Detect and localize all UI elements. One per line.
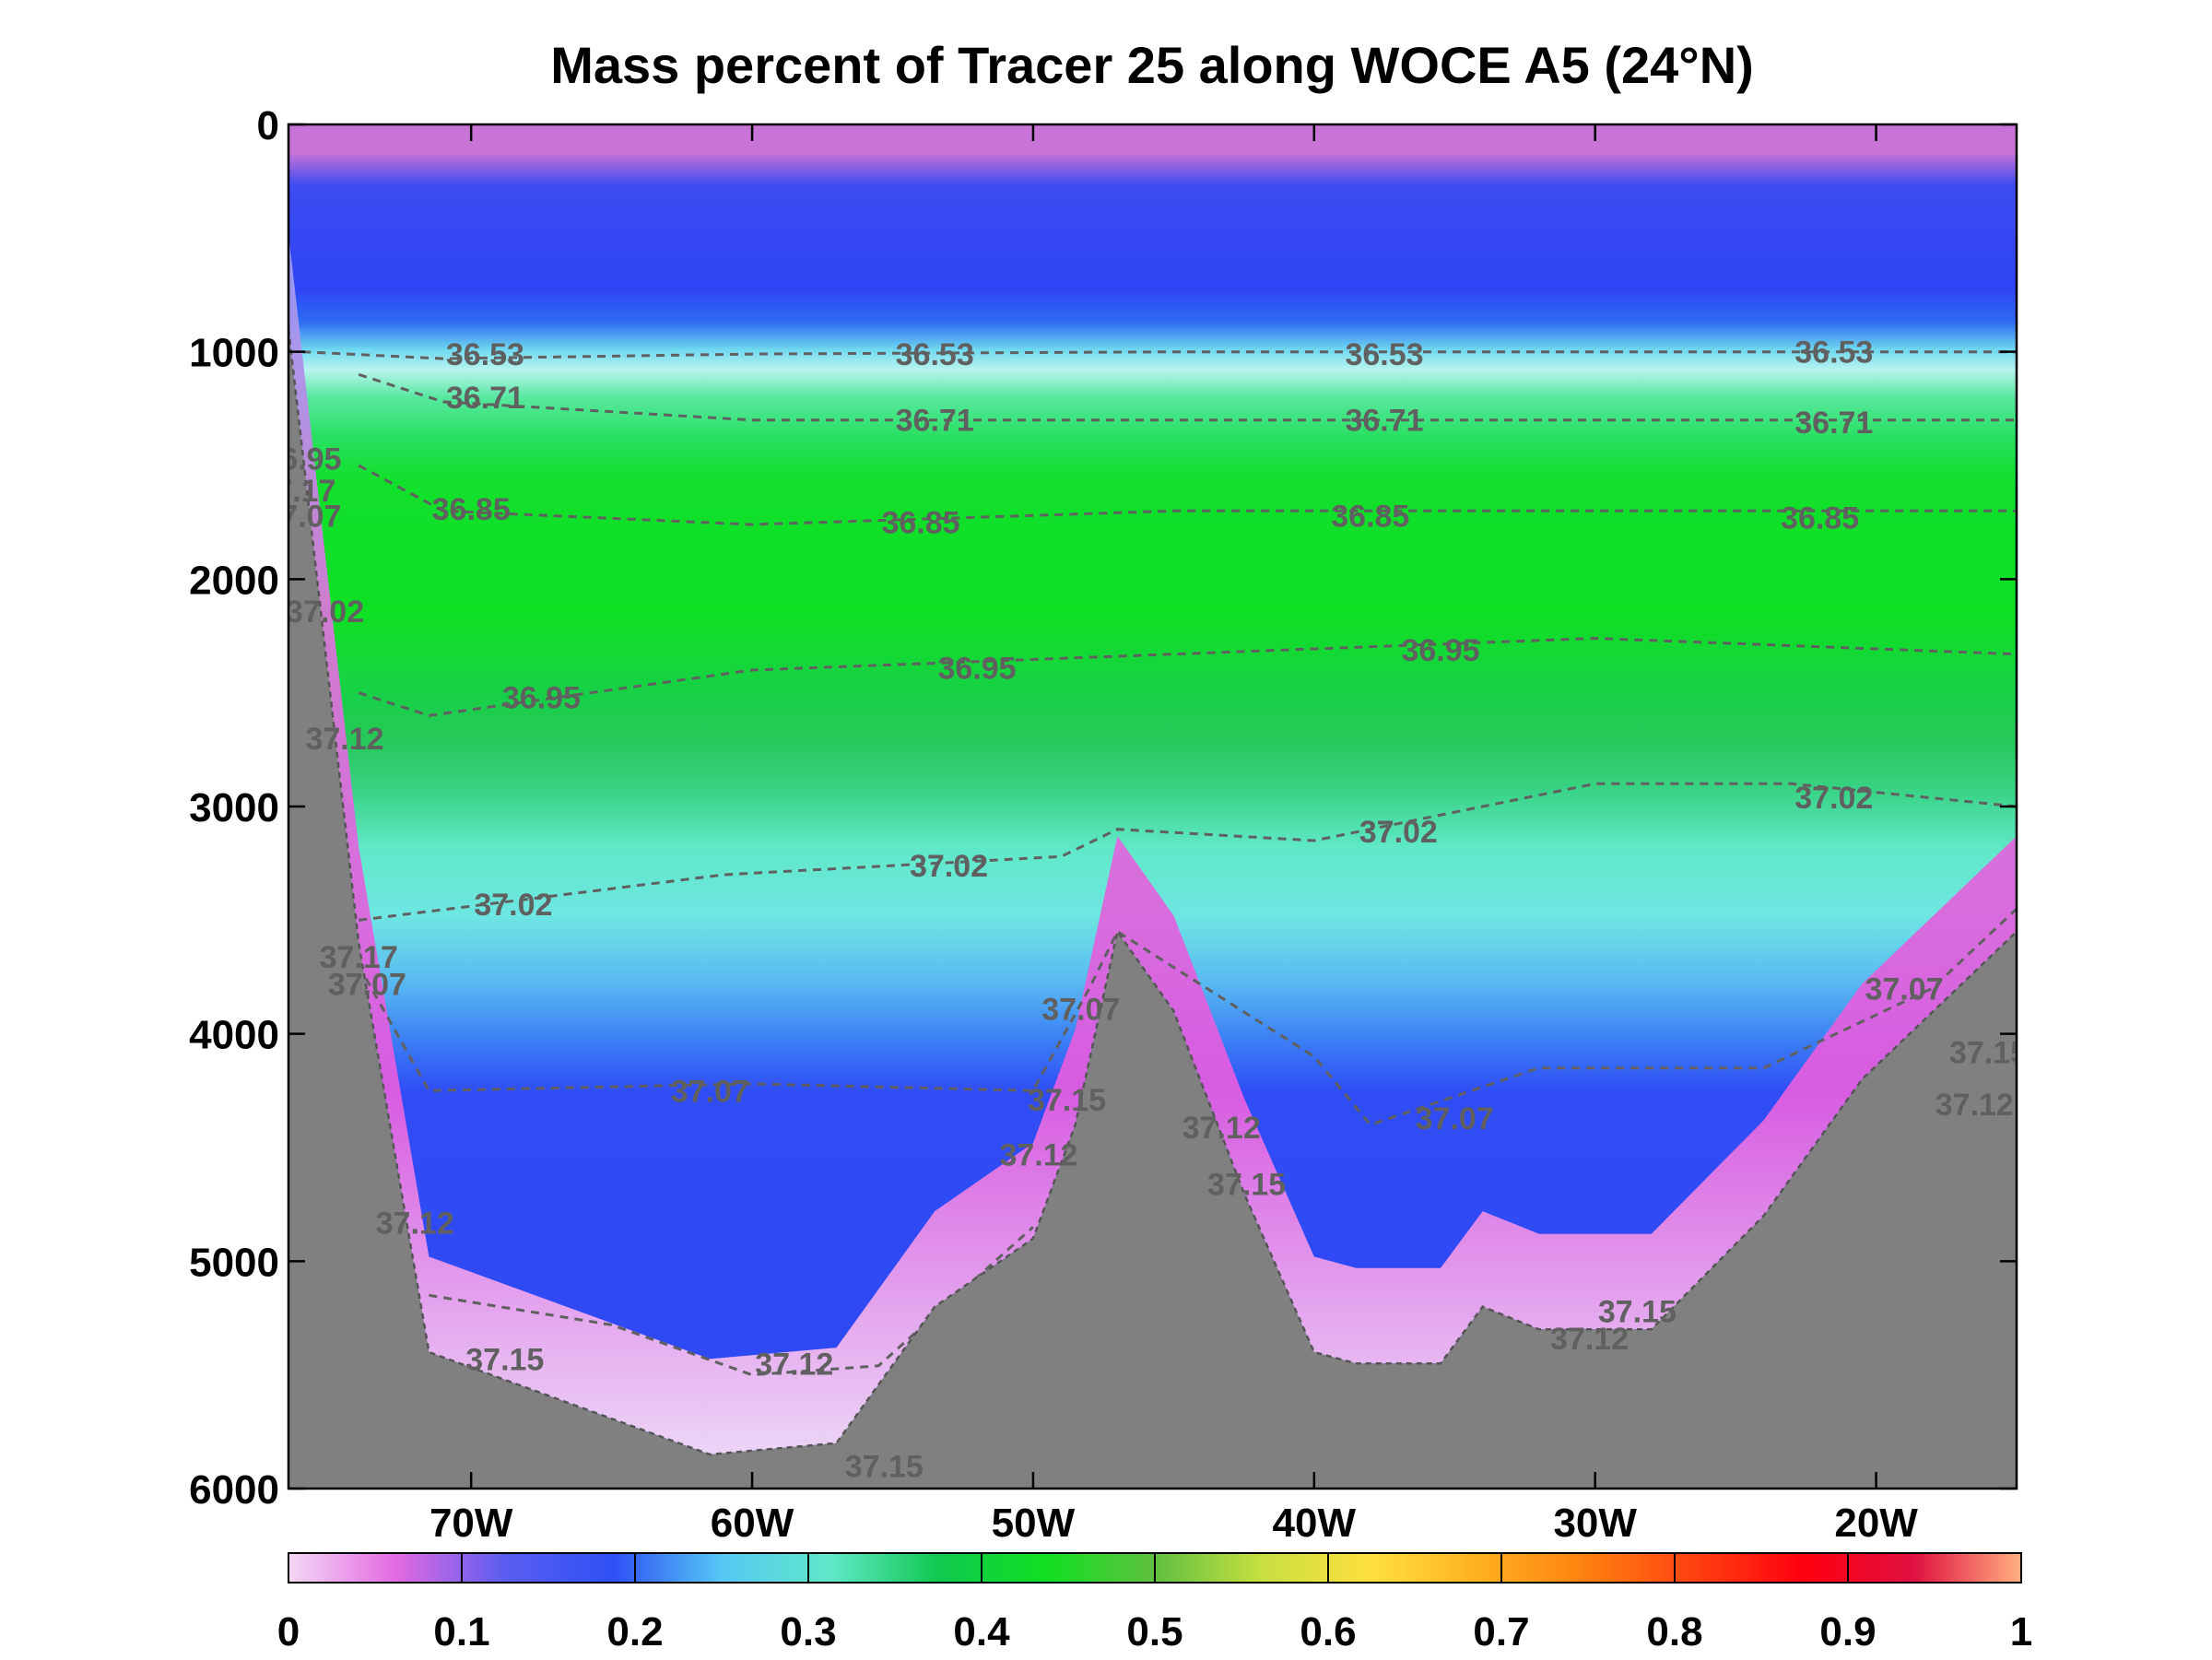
contour-label: 37.02 [910, 849, 988, 884]
colorbar-tick-label: 0.5 [1126, 1609, 1182, 1654]
plot-area: 36.53 36.53 36.53 36.53 36.71 36.71 36.71 36.71… [275, 124, 2028, 1489]
bottom-tracer-band [288, 233, 2017, 1454]
contour-label: 37.02 [1359, 815, 1438, 850]
x-tick-label: 50W [992, 1501, 1076, 1546]
contour-label: 37.17 [320, 940, 398, 975]
colorbar-tick-label: 1 [2010, 1609, 2032, 1654]
contour-label: 37.15 [1028, 1083, 1106, 1118]
contour-label: 36.53 [896, 337, 974, 372]
contour-label: 37.12 [999, 1137, 1077, 1172]
contour-line-36.71 [358, 372, 2017, 422]
contour-label: 36.53 [1794, 336, 1873, 371]
contour-label: 36.71 [1794, 406, 1873, 441]
x-axis: 70W 60W 50W 40W 30W 20W [429, 124, 1918, 1546]
contour-label: 37.02 [1794, 781, 1873, 816]
colorbar-ticks: 0 0.1 0.2 0.3 0.4 0.5 0.6 0.7 0.8 0.9 1 [277, 1553, 2032, 1654]
y-tick-label: 3000 [189, 785, 279, 830]
y-tick-label: 5000 [189, 1240, 279, 1285]
contour-line-36.85 [358, 464, 2017, 526]
bathymetry [288, 329, 2017, 1489]
y-tick-label: 2000 [189, 558, 279, 603]
contour-label: 37.12 [1936, 1088, 2014, 1123]
contour-label: 36.95 [937, 652, 1016, 687]
contour-line-36.53 [302, 350, 2017, 360]
contour-line-37.12 [429, 1226, 1034, 1377]
contour-labels: 36.53 36.53 36.53 36.53 36.71 36.71 36.71 36.71… [275, 336, 2028, 1485]
colorbar-tick-label: 0.4 [953, 1609, 1010, 1654]
contour-line-37.02 [359, 782, 2017, 922]
contour-label: 37.15 [845, 1449, 924, 1484]
x-tick-label: 60W [711, 1501, 794, 1546]
colorbar-tick-label: 0.8 [1646, 1609, 1702, 1654]
x-tick-label: 30W [1553, 1501, 1637, 1546]
contour-label: 36.71 [1345, 404, 1423, 439]
contour-label: 37.07 [1865, 971, 1943, 1007]
colorbar-tick-label: 0.3 [780, 1609, 836, 1654]
contour-line-36.95 [358, 636, 2017, 717]
y-axis: 0 1000 2000 3000 4000 5000 6000 [189, 103, 2017, 1513]
contour-label: 37.15 [1598, 1295, 1677, 1330]
x-tick-label: 40W [1273, 1501, 1357, 1546]
colorbar-tick-label: 0.9 [1819, 1609, 1876, 1654]
contour-label: 37.07 [1416, 1101, 1494, 1136]
contour-label: 37.15 [1207, 1168, 1286, 1203]
y-tick-label: 1000 [189, 331, 279, 376]
y-tick-label: 0 [257, 103, 279, 148]
colorbar-tick-label: 0.7 [1473, 1609, 1529, 1654]
contour-label: 37.12 [755, 1347, 833, 1382]
colorbar: 0 0.1 0.2 0.3 0.4 0.5 0.6 0.7 0.8 0.9 1 [277, 1552, 2032, 1654]
bathymetry-edge [288, 328, 2017, 1456]
contour-label: 7.07 [280, 499, 341, 534]
contour-label: 37.02 [286, 595, 364, 630]
contour-label: 36.85 [1331, 499, 1409, 534]
colorbar-tick-label: 0 [277, 1609, 300, 1654]
contour-label: 37.07 [328, 967, 406, 1002]
contour-label: 36.85 [432, 492, 511, 527]
contour-lines [302, 350, 2017, 1377]
contour-label: 37.07 [671, 1074, 749, 1109]
contour-label: 37.12 [1550, 1322, 1629, 1357]
contour-label: 36.95 [502, 681, 581, 716]
contour-label: 36.71 [896, 404, 974, 439]
contour-label: 37.12 [305, 722, 383, 757]
surface-band [288, 124, 2017, 154]
contour-label: 6.95 [280, 442, 341, 477]
contour-label: 36.95 [1401, 633, 1479, 668]
bottom-band [288, 233, 2017, 1454]
contour-label: 36.85 [1781, 501, 1859, 536]
colorbar-tick-label: 0.2 [606, 1609, 663, 1654]
contour-label: 36.71 [446, 381, 524, 416]
x-tick-label: 70W [429, 1501, 513, 1546]
contour-label: 36.53 [446, 337, 524, 372]
colorbar-tick-label: 0.6 [1300, 1609, 1356, 1654]
contour-label: 37.15 [465, 1342, 544, 1377]
contour-label: 7.17 [275, 474, 335, 509]
contour-label: 36.85 [881, 506, 959, 541]
x-tick-label: 20W [1834, 1501, 1918, 1546]
colorbar-tick-label: 0.1 [433, 1609, 489, 1654]
contour-label: 37.12 [376, 1206, 454, 1241]
y-tick-label: 4000 [189, 1013, 279, 1058]
contour-label: 37.07 [1041, 993, 1120, 1028]
contour-label: 36.53 [1345, 337, 1423, 372]
contour-line-37.07 [357, 907, 2017, 1127]
y-tick-label: 6000 [189, 1467, 279, 1513]
contour-label: 37.15 [1949, 1035, 2028, 1070]
chart-title: Mass percent of Tracer 25 along WOCE A5 … [550, 36, 1754, 94]
contour-label: 37.02 [474, 888, 552, 923]
contour-label: 37.12 [1182, 1111, 1261, 1146]
